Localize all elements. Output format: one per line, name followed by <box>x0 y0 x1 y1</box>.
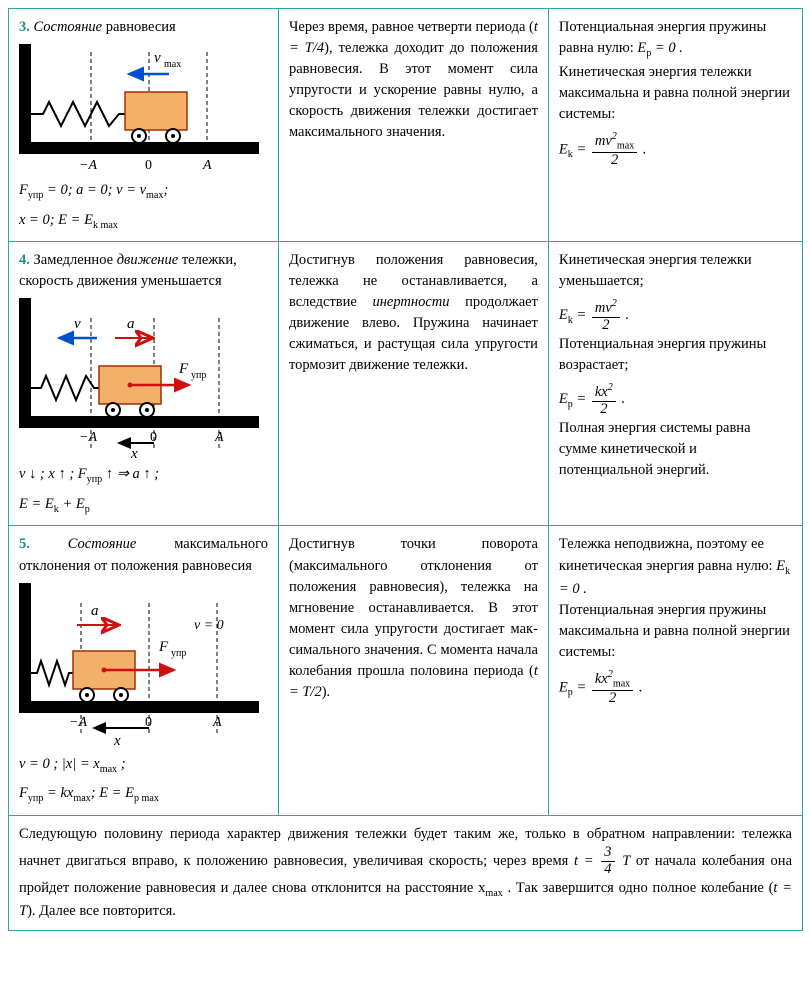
cell-5-right: Тележка неподвижна, поэтому ее кинетиче­… <box>548 526 802 815</box>
cell-3-left: 3. Состояние равновесия <box>9 9 279 242</box>
figure-3: v⃗ max −A 0 A <box>19 44 268 174</box>
cell-4-left: 4. Замедленное движение те­лежки, скорос… <box>9 242 279 526</box>
table-row: 5. Состояние максимального отклонения от… <box>9 526 803 815</box>
cart-max-deflection-diagram: a⃗ F⃗ упр v = 0 x⃗ −A 0 A <box>19 583 259 748</box>
svg-text:v⃗: v⃗ <box>74 316 92 332</box>
title-italic: движение <box>117 252 179 268</box>
eq-4-1: v ↓ ; x ↑ ; Fупр ↑ ⇒ a ↑ ; <box>19 464 268 488</box>
svg-text:x⃗: x⃗ <box>130 446 149 458</box>
cell-3-right: Потенциальная энер­гия пружины равна нул… <box>548 9 802 242</box>
section-number: 4. <box>19 252 30 268</box>
cell-4-mid: Достигнув положения равновесия, тележка … <box>278 242 548 526</box>
cell-bottom: Следующую половину периода характер движ… <box>9 815 803 931</box>
svg-text:a⃗: a⃗ <box>127 316 146 332</box>
eq-4r-2: Ep = kx22 . <box>559 382 792 418</box>
title-italic: Состояние <box>68 536 137 552</box>
title-italic: Состояние <box>34 19 103 35</box>
text-3-mid: Через время, равное чет­верти периода (t… <box>289 19 538 140</box>
svg-text:−A: −A <box>79 430 97 445</box>
bottom-eq: t = 34 T <box>574 853 636 869</box>
svg-text:−A: −A <box>79 158 97 173</box>
svg-text:упр: упр <box>191 370 206 381</box>
cell-5-mid: Достигнув точки пово­рота (максимального… <box>278 526 548 815</box>
svg-text:max: max <box>164 59 181 70</box>
text-5r-1: Тележка неподвижна, поэтому ее кинетиче­… <box>559 536 776 573</box>
eq-5-1: v = 0 ; |x| = xmax ; <box>19 754 268 778</box>
title-rest: максимального отклонения от положения ра… <box>19 536 268 573</box>
eq-3r-1: Ep = 0 . <box>637 40 682 56</box>
section-number: 3. <box>19 19 30 35</box>
title-rest: равновесия <box>102 19 176 35</box>
eq-4-2: E = Ek + Ep <box>19 494 268 518</box>
figure-5: a⃗ F⃗ упр v = 0 x⃗ −A 0 A <box>19 583 268 748</box>
section-title: 4. Замедленное движение те­лежки, скорос… <box>19 250 268 292</box>
text-5r-2: Потенциальная энер­гия пружины макси­мал… <box>559 600 792 663</box>
cell-3-mid: Через время, равное чет­верти периода (t… <box>278 9 548 242</box>
eq-5r-2: Ep = kx2max 2 . <box>559 669 792 707</box>
section-title: 3. Состояние равновесия <box>19 17 268 38</box>
section-title: 5. Состояние максимального отклонения от… <box>19 534 268 576</box>
eq-5-2: Fупр = kxmax; E = Ep max <box>19 783 268 807</box>
svg-text:A: A <box>202 158 212 173</box>
page: 3. Состояние равновесия <box>0 0 811 939</box>
cell-4-right: Кинетическая энергия тележки уменьшается… <box>548 242 802 526</box>
cell-5-left: 5. Состояние максимального отклонения от… <box>9 526 279 815</box>
title-p1: Замедленное <box>34 252 117 268</box>
text-4r-1: Кинетическая энергия тележки уменьшается… <box>559 250 792 292</box>
svg-text:0: 0 <box>145 715 152 730</box>
eq-3r-2: Ek = mv2max 2 . <box>559 131 792 169</box>
cart-equilibrium-diagram: v⃗ max −A 0 A <box>19 44 259 174</box>
table-row: 4. Замедленное движение те­лежки, скорос… <box>9 242 803 526</box>
table-row: Следующую половину периода характер движ… <box>9 815 803 931</box>
svg-text:0: 0 <box>150 430 157 445</box>
text-3r-2: Кинетическая энергия тележки максимальна… <box>559 62 792 125</box>
svg-text:a⃗: a⃗ <box>91 603 110 619</box>
text-4r-3: Полная энергия системы равна сумме кинет… <box>559 418 792 481</box>
svg-text:упр: упр <box>171 648 186 659</box>
eq-4r-1: Ek = mv22 . <box>559 298 792 334</box>
svg-text:A: A <box>214 430 224 445</box>
table-row: 3. Состояние равновесия <box>9 9 803 242</box>
svg-text:−A: −A <box>69 715 87 730</box>
text-4r-2: Потенциальная энергия пружины возрастает… <box>559 334 792 376</box>
cart-decelerating-diagram: v⃗ a⃗ F⃗ упр x⃗ −A 0 A <box>19 298 259 458</box>
eq-3-1: Fупр = 0; a = 0; v = vmax; <box>19 180 268 204</box>
svg-text:A: A <box>212 715 222 730</box>
eq-3-2: x = 0; E = Ek max <box>19 210 268 234</box>
svg-text:0: 0 <box>145 158 152 173</box>
section-number: 5. <box>19 536 30 552</box>
svg-text:x⃗: x⃗ <box>113 733 132 748</box>
text-5-mid: Достигнув точки пово­рота (максимального… <box>289 536 538 699</box>
text-4-mid: Достигнув положения равновесия, тележка … <box>289 252 538 373</box>
bottom-p2-sub: max <box>485 888 502 899</box>
figure-4: v⃗ a⃗ F⃗ упр x⃗ −A 0 A <box>19 298 268 458</box>
main-table: 3. Состояние равновесия <box>8 8 803 931</box>
svg-text:v = 0: v = 0 <box>194 618 224 633</box>
